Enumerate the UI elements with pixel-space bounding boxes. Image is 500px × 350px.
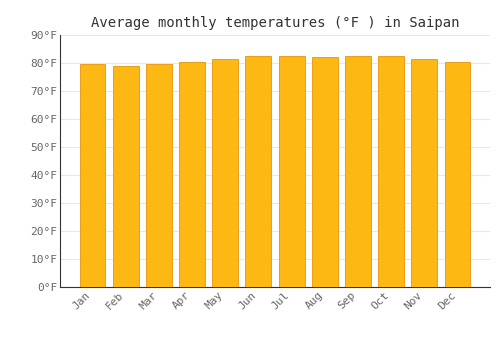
Title: Average monthly temperatures (°F ) in Saipan: Average monthly temperatures (°F ) in Sa… [91, 16, 459, 30]
Bar [444, 62, 470, 287]
Bar [212, 59, 238, 287]
Bar [312, 57, 338, 287]
Bar [112, 66, 138, 287]
Bar [378, 56, 404, 287]
Bar [246, 56, 272, 287]
Bar [278, 56, 304, 287]
Bar [412, 59, 438, 287]
Bar [345, 56, 371, 287]
Bar [80, 64, 106, 287]
Bar [146, 64, 172, 287]
Bar [179, 62, 205, 287]
